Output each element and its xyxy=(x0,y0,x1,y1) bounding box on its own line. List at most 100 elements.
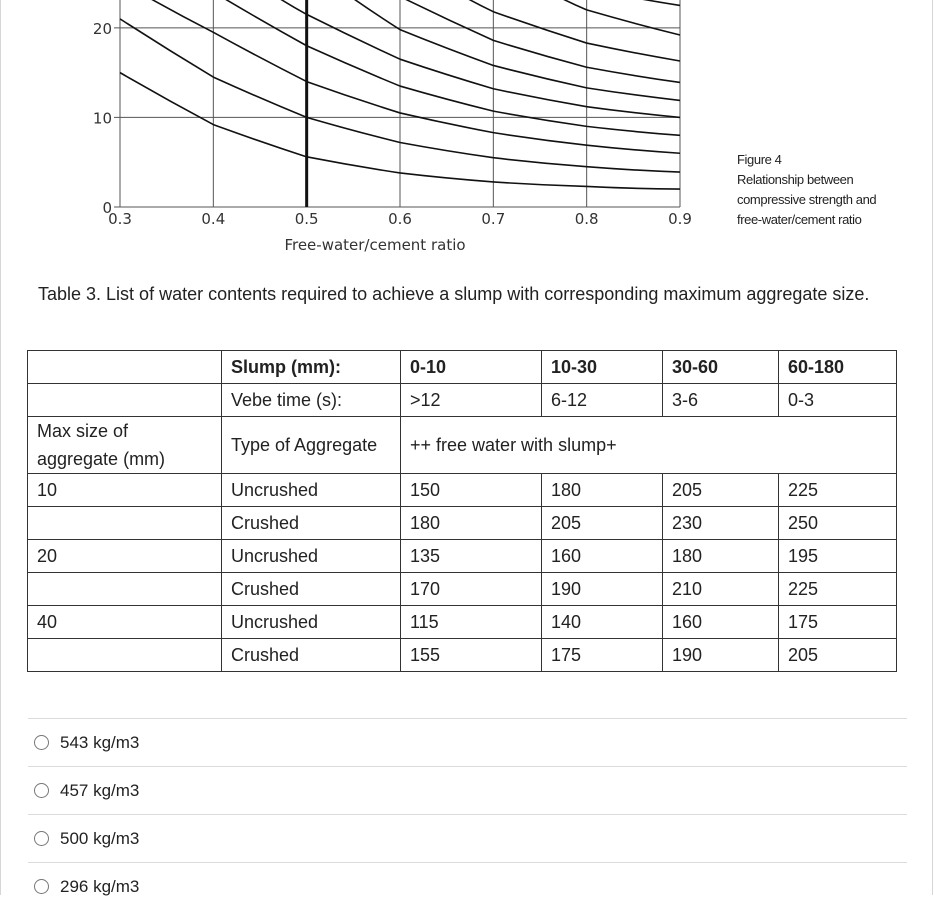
strength-curve xyxy=(119,71,681,190)
strength-curve xyxy=(225,0,681,137)
table-row: 20 Uncrushed 135 160 180 195 xyxy=(27,539,897,573)
table-cell: 10-30 xyxy=(541,350,663,384)
table-cell: 230 xyxy=(662,506,779,540)
table-cell: Uncrushed xyxy=(221,473,401,507)
water-content-table: Slump (mm): 0-10 10-30 30-60 60-180 Vebe… xyxy=(27,350,897,672)
figure-caption-line: free-water/cement ratio xyxy=(737,212,862,227)
table-header-row: Slump (mm): 0-10 10-30 30-60 60-180 xyxy=(27,350,897,384)
strength-curve xyxy=(151,0,681,155)
x-tick-label: 0.9 xyxy=(668,210,692,228)
table-cell: 250 xyxy=(778,506,897,540)
table-cell: 225 xyxy=(778,572,897,606)
table-cell: 135 xyxy=(400,539,542,573)
figure-caption-line: Relationship between xyxy=(737,172,854,187)
answer-option-label: 296 kg/m3 xyxy=(60,876,140,896)
table-cell: Crushed xyxy=(221,572,401,606)
max-size-label: Max size of aggregate (mm) xyxy=(27,416,222,474)
table-cell: 150 xyxy=(400,473,542,507)
table-cell: 6-12 xyxy=(541,383,663,417)
table-cell: 115 xyxy=(400,605,542,639)
table-cell: 155 xyxy=(400,638,542,672)
table-cell xyxy=(27,638,222,672)
strength-curve xyxy=(119,18,681,173)
figure-caption: Figure 4 Relationship between compressiv… xyxy=(737,150,927,230)
table-cell: Crushed xyxy=(221,506,401,540)
table-cell: >12 xyxy=(400,383,542,417)
table-cell xyxy=(27,350,222,384)
strength-curve xyxy=(642,0,681,7)
x-tick-label: 0.3 xyxy=(108,210,132,228)
strength-chart: 0.3 0.4 0.5 0.6 0.7 0.8 0.9 0 10 20 Free-water/cem… xyxy=(60,0,920,262)
table-cell: 195 xyxy=(778,539,897,573)
x-tick-label: 0.6 xyxy=(388,210,412,228)
x-axis-label: Free-water/cement ratio xyxy=(284,236,465,254)
y-tick-label: 0 xyxy=(102,199,112,217)
answer-option[interactable]: 543 kg/m3 xyxy=(28,718,907,766)
table-cell: 160 xyxy=(662,605,779,639)
answer-option[interactable]: 457 kg/m3 xyxy=(28,766,907,814)
strength-curve xyxy=(468,0,681,62)
radio-button[interactable] xyxy=(34,831,49,846)
table-cell: 60-180 xyxy=(778,350,897,384)
table-cell: 205 xyxy=(778,638,897,672)
left-border xyxy=(0,0,1,895)
slump-label: Slump (mm): xyxy=(221,350,401,384)
radio-button[interactable] xyxy=(34,783,49,798)
radio-button[interactable] xyxy=(34,879,49,894)
table-caption: Table 3. List of water contents required… xyxy=(38,284,870,304)
table-cell xyxy=(27,506,222,540)
table-cell: 10 xyxy=(27,473,222,507)
table-cell: 205 xyxy=(662,473,779,507)
strength-curve xyxy=(563,0,681,36)
aggregate-type-label: Type of Aggregate xyxy=(221,416,401,474)
table-cell: 180 xyxy=(662,539,779,573)
table-cell: 225 xyxy=(778,473,897,507)
table-cell: 205 xyxy=(541,506,663,540)
table-cell: 20 xyxy=(27,539,222,573)
free-water-label: ++ free water with slump+ xyxy=(400,416,897,474)
strength-curve xyxy=(280,0,681,119)
vebe-label: Vebe time (s): xyxy=(221,383,401,417)
table-row: Crushed 155 175 190 205 xyxy=(27,638,897,672)
table-cell: Uncrushed xyxy=(221,539,401,573)
table-cell: 180 xyxy=(541,473,663,507)
strength-curve xyxy=(354,0,681,102)
answer-option-label: 500 kg/m3 xyxy=(60,828,140,848)
strength-curve xyxy=(405,0,681,84)
chart-svg: 0.3 0.4 0.5 0.6 0.7 0.8 0.9 0 10 20 Free-water/cem… xyxy=(93,0,692,254)
table-cell: Uncrushed xyxy=(221,605,401,639)
table-cell: 190 xyxy=(541,572,663,606)
table-header-row: Max size of aggregate (mm) Type of Aggre… xyxy=(27,416,897,474)
x-tick-label: 0.8 xyxy=(575,210,599,228)
table-cell: 175 xyxy=(778,605,897,639)
x-tick-label: 0.7 xyxy=(481,210,505,228)
table-row: 40 Uncrushed 115 140 160 175 xyxy=(27,605,897,639)
table-cell: 210 xyxy=(662,572,779,606)
right-border xyxy=(932,0,933,895)
table-row: 10 Uncrushed 150 180 205 225 xyxy=(27,473,897,507)
table-cell: 30-60 xyxy=(662,350,779,384)
x-tick-label: 0.4 xyxy=(201,210,225,228)
answer-option-label: 543 kg/m3 xyxy=(60,732,140,752)
table-cell: 0-3 xyxy=(778,383,897,417)
table-cell: 160 xyxy=(541,539,663,573)
y-tick-label: 10 xyxy=(93,109,112,127)
table-cell: 190 xyxy=(662,638,779,672)
answer-option[interactable]: 500 kg/m3 xyxy=(28,814,907,862)
table-cell: 40 xyxy=(27,605,222,639)
answer-options: 543 kg/m3 457 kg/m3 500 kg/m3 296 kg/m3 xyxy=(28,718,907,910)
radio-button[interactable] xyxy=(34,735,49,750)
answer-option[interactable]: 296 kg/m3 xyxy=(28,862,907,910)
table-cell: 170 xyxy=(400,572,542,606)
figure-caption-line: compressive strength and xyxy=(737,192,877,207)
table-cell xyxy=(27,572,222,606)
table-cell: 180 xyxy=(400,506,542,540)
table-cell xyxy=(27,383,222,417)
table-cell: 0-10 xyxy=(400,350,542,384)
table-cell: Crushed xyxy=(221,638,401,672)
table-row: Crushed 170 190 210 225 xyxy=(27,572,897,606)
y-tick-label: 20 xyxy=(93,20,112,38)
table-cell: 3-6 xyxy=(662,383,779,417)
x-tick-label: 0.5 xyxy=(295,210,319,228)
table-cell: 175 xyxy=(541,638,663,672)
